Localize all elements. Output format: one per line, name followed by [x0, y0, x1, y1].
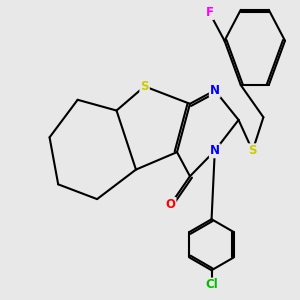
Text: Cl: Cl — [205, 278, 218, 292]
Text: N: N — [210, 144, 220, 157]
Text: S: S — [248, 144, 257, 157]
Text: N: N — [210, 84, 220, 97]
Text: O: O — [166, 198, 176, 211]
Text: F: F — [206, 6, 213, 19]
Text: S: S — [140, 80, 149, 93]
